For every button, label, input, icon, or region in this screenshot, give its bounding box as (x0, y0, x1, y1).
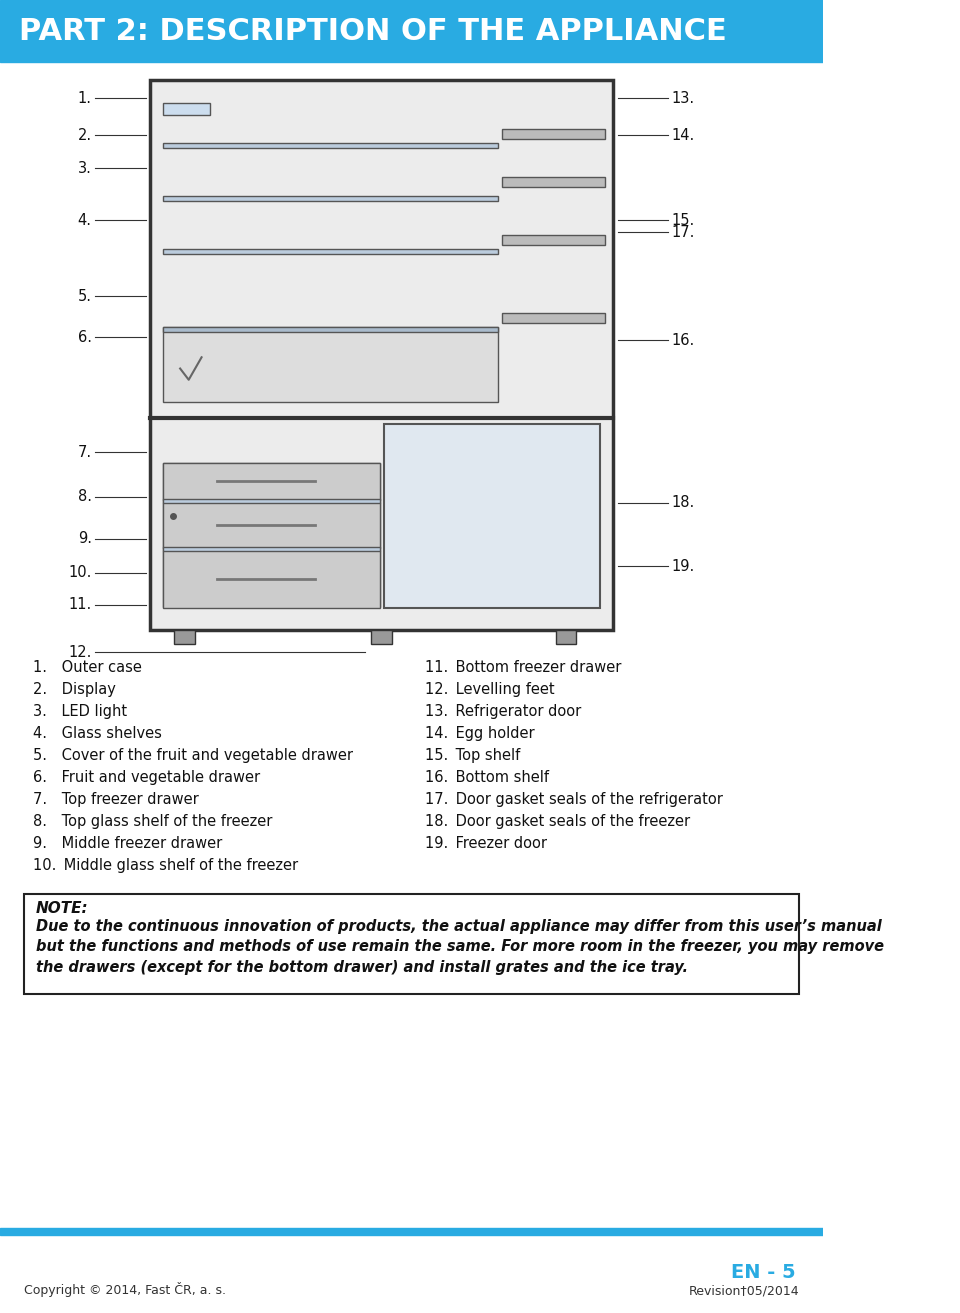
Text: 13.: 13. (672, 91, 695, 105)
Bar (163, 196, 497, 201)
Text: 17. Door gasket seals of the refrigerator: 17. Door gasket seals of the refrigerato… (424, 792, 723, 807)
Bar (163, 463, 380, 608)
Text: NOTE:: NOTE: (36, 901, 88, 916)
Text: 10.: 10. (68, 566, 92, 580)
Text: 17.: 17. (672, 225, 695, 240)
Bar (163, 499, 380, 503)
Text: 19.: 19. (672, 559, 695, 574)
Text: 10. Middle glass shelf of the freezer: 10. Middle glass shelf of the freezer (33, 857, 298, 873)
Text: 7. Top freezer drawer: 7. Top freezer drawer (33, 792, 199, 807)
Bar (502, 129, 605, 139)
Bar (372, 630, 392, 643)
Text: Revision†05/2014: Revision†05/2014 (689, 1284, 800, 1297)
Bar (163, 249, 497, 255)
Text: 12.: 12. (68, 645, 92, 659)
Text: 5.: 5. (78, 289, 92, 305)
Bar (163, 327, 497, 402)
Text: 2.: 2. (78, 127, 92, 143)
Text: 2. Display: 2. Display (33, 681, 115, 697)
Text: 11.: 11. (68, 597, 92, 612)
Text: 9. Middle freezer drawer: 9. Middle freezer drawer (33, 836, 222, 851)
Bar (163, 327, 497, 332)
Text: 8. Top glass shelf of the freezer: 8. Top glass shelf of the freezer (33, 814, 272, 829)
Bar (556, 630, 576, 643)
Text: 11. Bottom freezer drawer: 11. Bottom freezer drawer (424, 660, 621, 675)
Text: 16. Bottom shelf: 16. Bottom shelf (424, 769, 548, 785)
Text: 18. Door gasket seals of the freezer: 18. Door gasket seals of the freezer (424, 814, 689, 829)
Bar (502, 177, 605, 188)
Text: 14.: 14. (672, 127, 695, 143)
Bar (502, 312, 605, 323)
Text: 18.: 18. (672, 495, 695, 511)
Bar (0, 1228, 824, 1236)
Bar (502, 235, 605, 246)
Bar (0, 0, 824, 62)
Text: 15. Top shelf: 15. Top shelf (424, 748, 520, 763)
Text: 19. Freezer door: 19. Freezer door (424, 836, 546, 851)
Bar (163, 102, 210, 116)
Bar (174, 630, 195, 643)
Text: 8.: 8. (78, 490, 92, 504)
Text: 14. Egg holder: 14. Egg holder (424, 726, 534, 741)
Text: 4. Glass shelves: 4. Glass shelves (33, 726, 161, 741)
Bar (163, 548, 380, 551)
Text: 6. Fruit and vegetable drawer: 6. Fruit and vegetable drawer (33, 769, 260, 785)
Text: 9.: 9. (78, 532, 92, 546)
Bar (163, 503, 380, 549)
Text: PART 2: DESCRIPTION OF THE APPLIANCE: PART 2: DESCRIPTION OF THE APPLIANCE (19, 17, 727, 46)
Text: Due to the continuous innovation of products, the actual appliance may differ fr: Due to the continuous innovation of prod… (36, 919, 884, 974)
Bar (24, 894, 800, 994)
Text: 3.: 3. (78, 160, 92, 176)
Text: 1. Outer case: 1. Outer case (33, 660, 141, 675)
Text: 4.: 4. (78, 213, 92, 227)
Text: 5. Cover of the fruit and vegetable drawer: 5. Cover of the fruit and vegetable draw… (33, 748, 352, 763)
Text: 15.: 15. (672, 213, 695, 227)
Text: 6.: 6. (78, 330, 92, 344)
Text: EN - 5: EN - 5 (732, 1263, 796, 1281)
Bar (150, 80, 613, 630)
Text: 7.: 7. (78, 445, 92, 460)
Text: 13. Refrigerator door: 13. Refrigerator door (424, 704, 581, 720)
Text: 16.: 16. (672, 332, 695, 348)
Text: 1.: 1. (78, 91, 92, 105)
Text: 12. Levelling feet: 12. Levelling feet (424, 681, 554, 697)
Text: Copyright © 2014, Fast ČR, a. s.: Copyright © 2014, Fast ČR, a. s. (24, 1281, 226, 1297)
Bar (163, 551, 380, 607)
Bar (163, 463, 380, 500)
Bar (384, 424, 600, 608)
Text: 3. LED light: 3. LED light (33, 704, 127, 720)
Bar (163, 143, 497, 148)
